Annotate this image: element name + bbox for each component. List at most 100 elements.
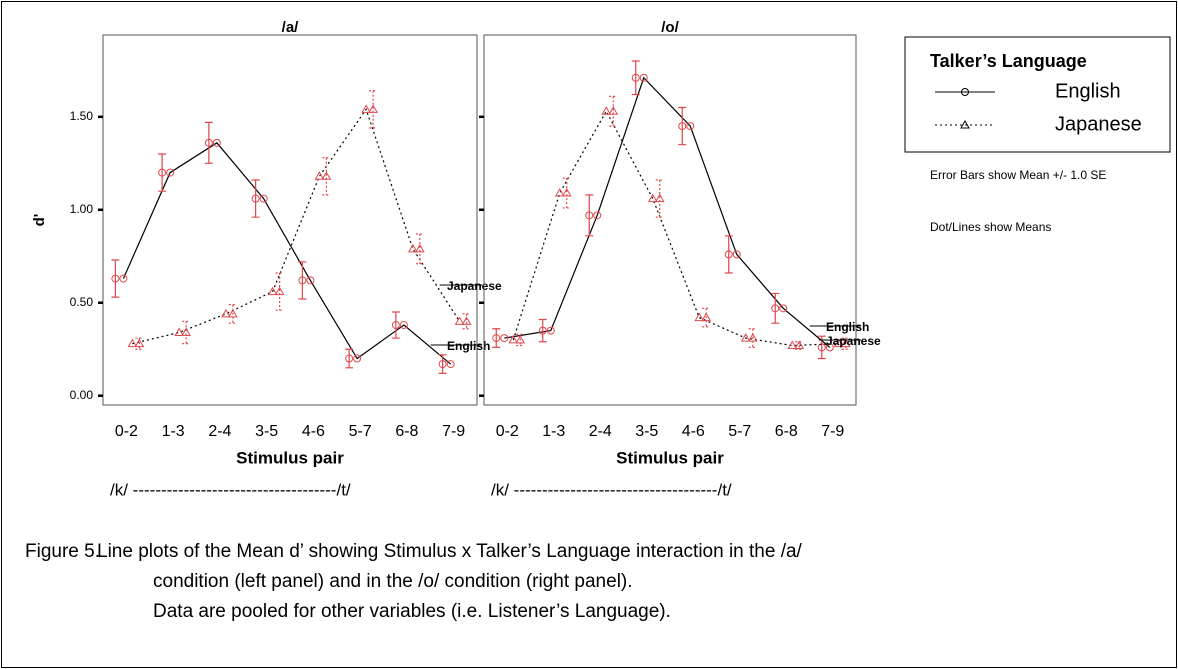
plot-frame <box>483 34 857 406</box>
point-marker <box>601 106 612 115</box>
caption-label: Figure 5. <box>25 541 100 562</box>
error-bar <box>182 320 191 345</box>
point-marker <box>546 326 555 335</box>
x-tick-label: 2-4 <box>208 423 231 440</box>
error-bar-marker <box>345 354 354 363</box>
continuum-label: /k/ ------------------------------------… <box>491 480 732 499</box>
error-bar <box>228 303 237 324</box>
y-tick-label: 1.00 <box>70 202 94 216</box>
point-marker <box>639 73 648 82</box>
x-tick-label: 4-6 <box>302 423 325 440</box>
error-bar <box>415 233 424 265</box>
caption-line: condition (left panel) and in the /o/ co… <box>153 571 633 592</box>
note: Error Bars show Mean +/- 1.0 SE <box>930 168 1106 182</box>
point-marker <box>361 104 371 113</box>
x-tick-label: 0-2 <box>496 423 519 440</box>
error-bar-marker <box>368 104 378 113</box>
x-tick-label: 6-8 <box>395 423 418 440</box>
error-bar-marker <box>538 326 547 335</box>
legend-label: English <box>1055 80 1121 102</box>
end-label: English <box>826 320 869 334</box>
note: Dot/Lines show Means <box>930 220 1051 234</box>
x-tick-label: 3-5 <box>255 423 278 440</box>
error-bar <box>655 179 664 218</box>
error-bar <box>391 311 400 339</box>
x-axis-label: Stimulus pair <box>236 448 344 467</box>
error-bar <box>678 106 687 146</box>
error-bar-marker <box>461 316 472 325</box>
x-tick-label: 0-2 <box>115 423 138 440</box>
error-bar <box>631 60 640 96</box>
panel-title: /o/ <box>661 19 679 36</box>
point-marker <box>554 188 565 197</box>
end-label: English <box>447 339 490 353</box>
point-marker <box>353 354 362 363</box>
x-tick-label: 3-5 <box>635 423 658 440</box>
error-bar <box>111 259 120 298</box>
point-marker <box>694 312 705 322</box>
series-line <box>132 108 461 345</box>
point-marker <box>399 321 408 330</box>
point-marker <box>127 338 138 348</box>
error-bar-marker <box>251 194 260 203</box>
point-marker <box>267 286 278 296</box>
point-marker <box>221 308 231 318</box>
point-marker <box>732 250 741 259</box>
point-marker <box>593 211 602 220</box>
legend-marker <box>960 119 970 129</box>
error-bar-marker <box>817 343 826 352</box>
x-tick-label: 7-9 <box>821 423 844 440</box>
point-marker <box>314 171 325 180</box>
error-bar <box>345 348 354 369</box>
point-marker <box>119 274 128 283</box>
x-tick-label: 4-6 <box>682 423 705 440</box>
error-bar-marker <box>181 327 191 336</box>
point-marker <box>306 276 315 285</box>
legend-title: Talker’s Language <box>930 51 1087 71</box>
error-bar-marker <box>415 243 425 253</box>
error-bar-marker <box>492 334 501 343</box>
series-line <box>504 76 831 348</box>
error-bar <box>748 328 757 348</box>
caption-line: Line plots of the Mean d’ showing Stimul… <box>97 541 803 562</box>
error-bar <box>322 157 331 196</box>
error-bar-marker <box>204 138 213 147</box>
point-marker <box>647 193 658 203</box>
plot-frame <box>102 34 478 406</box>
series-line <box>512 109 839 347</box>
error-bar-marker <box>561 188 572 197</box>
error-bar <box>158 153 167 192</box>
error-bar-marker <box>724 250 733 259</box>
point-marker <box>259 194 268 203</box>
point-marker <box>212 138 221 147</box>
point-marker <box>500 334 509 343</box>
error-bar-marker <box>391 321 400 330</box>
x-tick-label: 5-7 <box>349 423 372 440</box>
panel-title: /a/ <box>282 19 300 36</box>
error-bar <box>462 313 471 330</box>
point-marker <box>408 243 418 253</box>
error-bar <box>702 307 711 328</box>
x-tick-label: 5-7 <box>728 423 751 440</box>
error-bar <box>771 292 780 324</box>
error-bar <box>438 354 447 374</box>
x-tick-label: 7-9 <box>442 423 465 440</box>
error-bar <box>724 235 733 274</box>
point-marker <box>833 338 844 348</box>
x-tick-label: 1-3 <box>162 423 185 440</box>
point-marker <box>174 327 184 336</box>
error-bar-marker <box>515 334 526 344</box>
error-bar-marker <box>321 171 332 180</box>
error-bar-marker <box>794 340 805 350</box>
error-bar <box>562 177 571 209</box>
error-bar-marker <box>678 122 687 131</box>
error-bar <box>369 90 378 129</box>
legend-label: Japanese <box>1055 113 1142 135</box>
error-bar-marker <box>608 106 619 115</box>
legend-box <box>904 36 1171 153</box>
error-bar-marker <box>134 338 145 348</box>
point-marker <box>446 360 455 369</box>
error-bar-marker <box>701 312 712 322</box>
error-bar <box>275 272 284 311</box>
